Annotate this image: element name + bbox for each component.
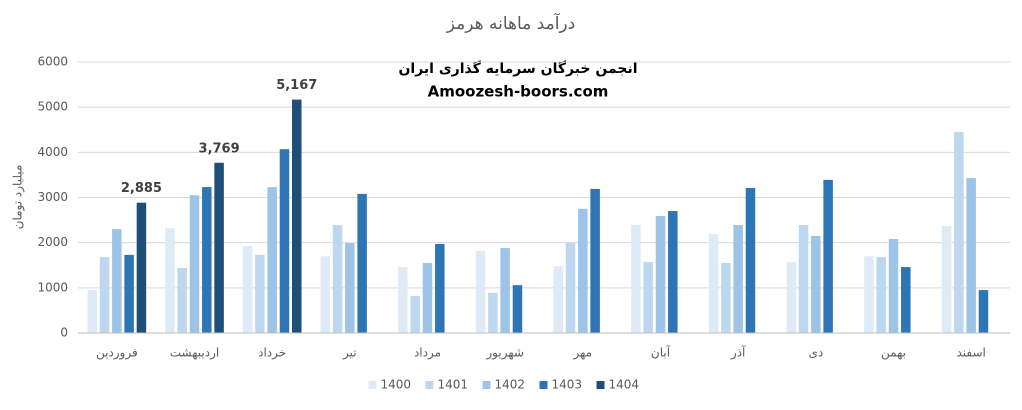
bar xyxy=(978,290,989,333)
x-tick-label: اسفند xyxy=(956,346,985,360)
bar xyxy=(721,262,731,333)
bar xyxy=(798,225,809,333)
legend-label: 1400 xyxy=(381,378,412,392)
bar xyxy=(823,179,833,333)
bar xyxy=(165,228,175,333)
y-tick-label: 0 xyxy=(60,326,68,340)
bar xyxy=(488,292,498,333)
bar xyxy=(435,244,445,333)
data-label: 5,167 xyxy=(276,78,317,93)
bar xyxy=(189,195,200,333)
bar xyxy=(941,225,952,333)
bar xyxy=(242,245,253,333)
bar xyxy=(214,162,224,333)
bar xyxy=(954,132,964,333)
x-tick-label: آذر xyxy=(730,345,746,361)
chart-title: درآمد ماهانه هرمز xyxy=(446,12,575,34)
bar xyxy=(292,99,302,333)
bar xyxy=(422,262,433,333)
legend-swatch xyxy=(539,381,548,389)
x-tick-label: اردیبهشت xyxy=(170,346,219,361)
bar xyxy=(357,193,367,333)
bar xyxy=(512,285,523,333)
legend-swatch xyxy=(596,381,605,389)
x-tick-label: تیر xyxy=(342,346,357,361)
x-tick-label: بهمن xyxy=(881,346,906,361)
bar xyxy=(590,188,600,333)
bar xyxy=(345,243,355,333)
bar xyxy=(786,262,796,333)
y-tick-label: 3000 xyxy=(37,190,68,204)
bar xyxy=(87,290,97,333)
x-tick-label: مرداد xyxy=(414,346,441,361)
bar xyxy=(112,229,122,333)
legend-swatch xyxy=(482,381,491,389)
bar xyxy=(708,234,719,333)
bar xyxy=(398,267,408,333)
y-tick-label: 6000 xyxy=(37,55,68,69)
bar xyxy=(500,248,510,333)
bar xyxy=(267,187,277,333)
bar xyxy=(966,178,976,333)
x-tick-label: شهریور xyxy=(485,346,524,361)
bar xyxy=(320,256,330,333)
data-label: 2,885 xyxy=(121,181,162,196)
x-tick-label: دی xyxy=(808,346,823,360)
bar xyxy=(643,262,653,333)
bar xyxy=(99,257,110,333)
bar xyxy=(733,225,743,333)
y-axis-label: میلیارد تومان xyxy=(11,165,26,230)
bar xyxy=(668,211,678,333)
x-tick-label: آبان xyxy=(651,345,671,360)
bar xyxy=(888,239,899,333)
bar xyxy=(745,188,756,333)
bar xyxy=(279,149,290,333)
legend-swatch xyxy=(425,381,434,389)
bar xyxy=(202,187,212,333)
x-tick-label: فروردین xyxy=(96,346,138,361)
y-tick-label: 4000 xyxy=(37,145,68,159)
bar xyxy=(655,216,666,333)
legend-swatch xyxy=(368,381,377,389)
bar xyxy=(124,254,134,333)
x-tick-label: مهر xyxy=(573,346,593,361)
bar xyxy=(565,243,576,333)
bar xyxy=(255,254,265,333)
bar xyxy=(136,202,147,333)
legend-label: 1403 xyxy=(552,378,583,392)
y-tick-label: 1000 xyxy=(37,280,68,294)
y-tick-label: 5000 xyxy=(37,100,68,114)
watermark: انجمن خبرگان سرمایه گذاری ایران xyxy=(398,60,637,77)
bar xyxy=(811,235,821,333)
legend-label: 1401 xyxy=(438,378,469,392)
bar xyxy=(901,267,911,333)
x-tick-label: خرداد xyxy=(258,346,286,361)
bar xyxy=(410,295,420,333)
bar xyxy=(864,256,874,333)
y-tick-label: 2000 xyxy=(37,235,68,249)
data-label: 3,769 xyxy=(199,141,240,156)
bar xyxy=(631,225,641,333)
watermark: Amoozesh-boors.com xyxy=(428,83,609,101)
bar xyxy=(876,257,886,333)
legend-label: 1402 xyxy=(495,378,526,392)
bar xyxy=(578,208,588,333)
bar xyxy=(475,250,486,333)
bar xyxy=(177,267,187,333)
bar xyxy=(332,225,343,333)
legend-label: 1404 xyxy=(609,378,640,392)
bar xyxy=(553,266,563,333)
